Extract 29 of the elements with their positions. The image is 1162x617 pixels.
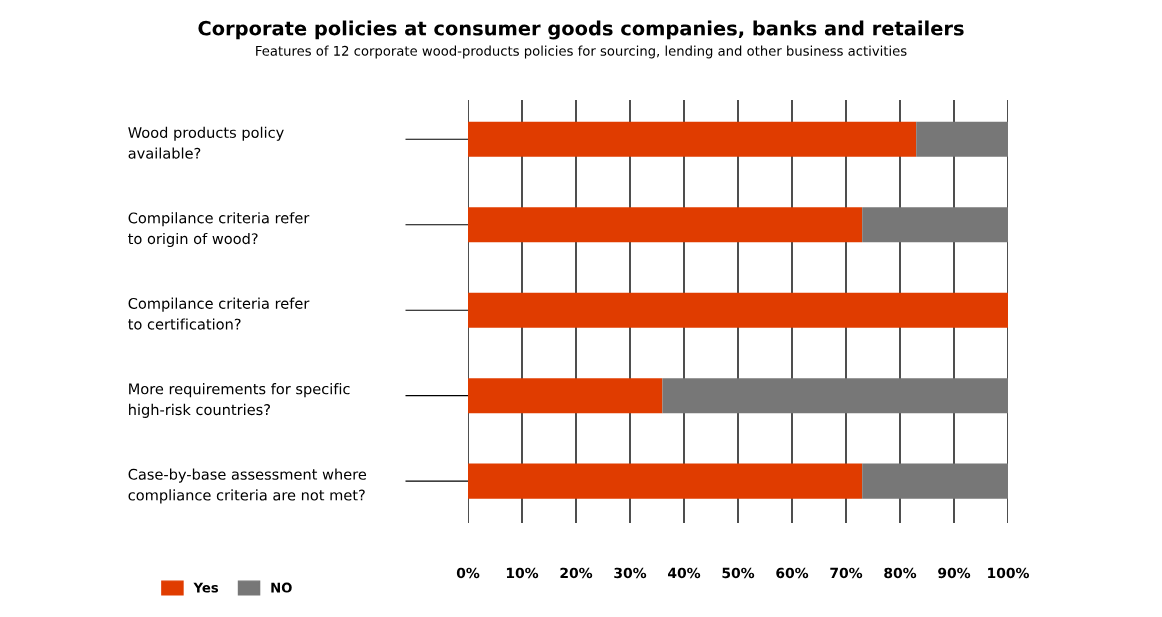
bar — [916, 121, 1008, 157]
y-tick-label: Wood products policy available? — [128, 126, 284, 159]
bar — [468, 463, 863, 499]
x-tick-label: 60% — [776, 567, 809, 579]
x-tick-label: 30% — [614, 567, 647, 579]
legend-label: NO — [271, 582, 292, 593]
x-tick-label: 90% — [938, 567, 971, 579]
x-tick-label: 40% — [668, 567, 701, 579]
bar — [862, 207, 1008, 243]
bar — [468, 292, 1008, 328]
bar — [468, 121, 917, 157]
legend-label: Yes — [193, 582, 219, 593]
bar — [862, 463, 1008, 499]
bar — [468, 207, 863, 243]
y-tick-label: Case-by-base assessment where compliance criteria are not met? — [128, 468, 367, 504]
x-tick-label: 20% — [560, 567, 593, 579]
x-tick-label: 80% — [884, 567, 917, 579]
bar — [468, 378, 663, 414]
x-tick-label: 70% — [830, 567, 863, 579]
y-tick-label: More requirements for specific high-risk countries? — [129, 383, 350, 418]
y-tick-label: Compilance criteria refer to certification? — [128, 297, 310, 330]
x-tick-label: 50% — [722, 567, 755, 579]
bar — [662, 378, 1008, 414]
chart-title: Corporate policies at consumer goods companies, banks and retailers — [198, 20, 964, 40]
chart-subtitle: Features of 12 corporate wood-products policies for sourcing, lending and other business activities — [256, 45, 907, 59]
x-tick-label: 0% — [456, 567, 480, 579]
x-tick-label: 10% — [506, 567, 539, 579]
x-tick-label: 100% — [988, 567, 1030, 579]
y-tick-label: Compilance criteria refer to origin of wood? — [128, 212, 310, 248]
